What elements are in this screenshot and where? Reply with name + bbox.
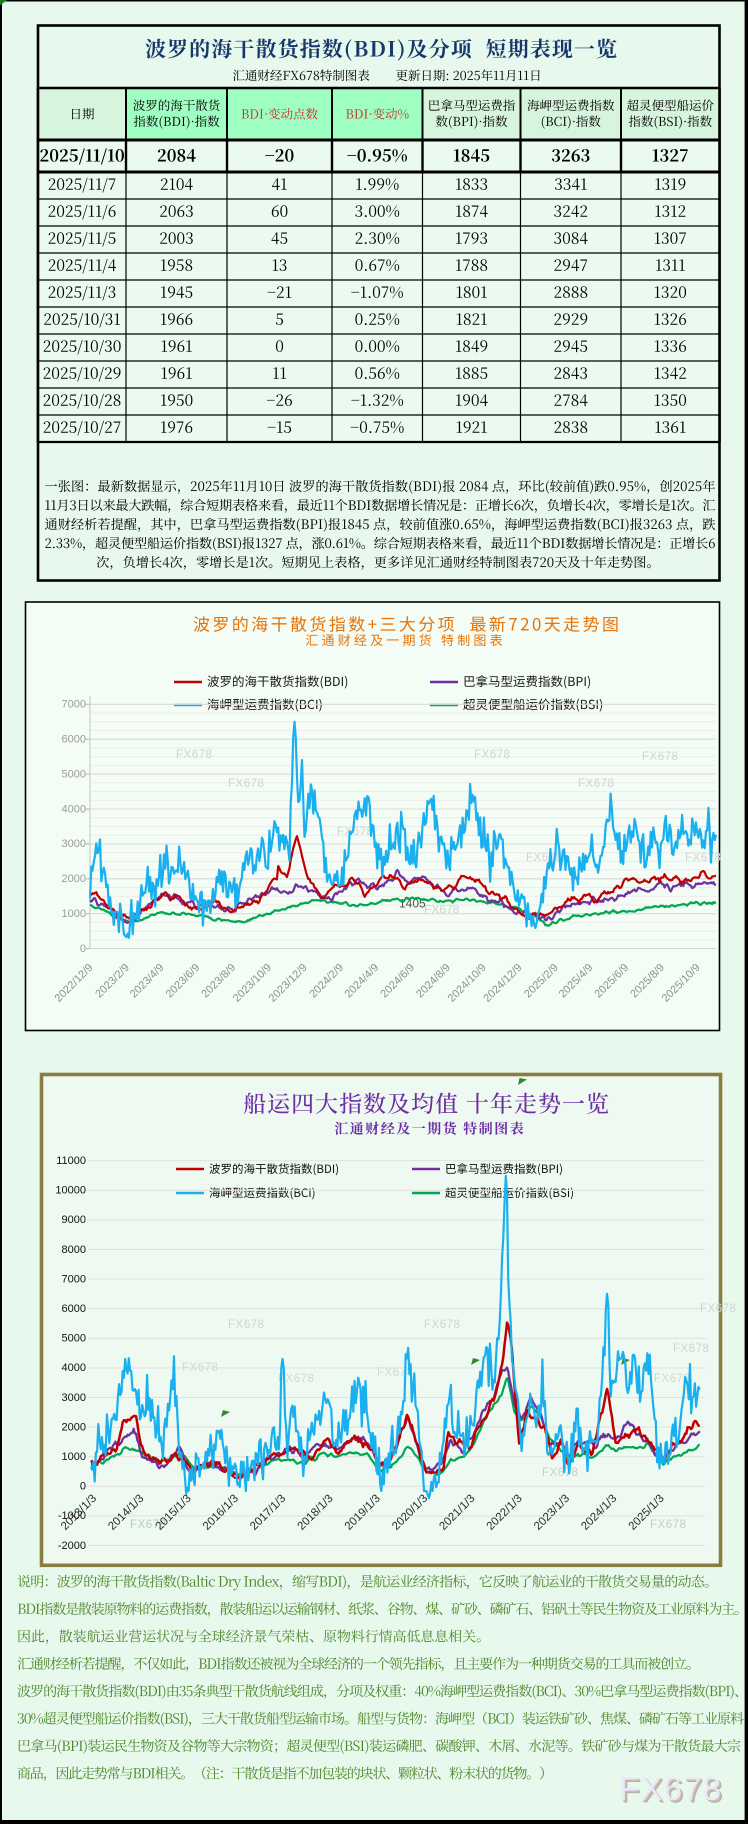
svg-text:FX678: FX678 xyxy=(278,1373,314,1385)
svg-text:FX678: FX678 xyxy=(474,749,510,761)
svg-text:6000: 6000 xyxy=(62,734,86,746)
svg-text:7000: 7000 xyxy=(62,699,86,711)
svg-text:1000: 1000 xyxy=(62,1451,86,1463)
svg-text:FX678: FX678 xyxy=(182,1362,218,1374)
svg-text:FX678: FX678 xyxy=(642,751,678,763)
svg-text:0: 0 xyxy=(80,943,86,955)
svg-text:4000: 4000 xyxy=(62,1362,86,1374)
svg-text:FX678: FX678 xyxy=(176,749,212,761)
svg-text:0: 0 xyxy=(80,1481,86,1493)
svg-text:FX678: FX678 xyxy=(228,1319,264,1331)
svg-text:9000: 9000 xyxy=(62,1214,86,1226)
svg-text:FX678: FX678 xyxy=(424,1319,460,1331)
svg-text:1000: 1000 xyxy=(62,908,86,920)
svg-text:5000: 5000 xyxy=(62,768,86,780)
svg-text:FX678: FX678 xyxy=(621,1772,724,1809)
svg-text:FX678: FX678 xyxy=(228,778,264,790)
svg-text:-1000: -1000 xyxy=(58,1510,86,1522)
svg-text:-2000: -2000 xyxy=(58,1540,86,1552)
svg-text:10000: 10000 xyxy=(55,1185,86,1197)
svg-text:FX678: FX678 xyxy=(619,1770,722,1807)
svg-text:3000: 3000 xyxy=(62,838,86,850)
svg-text:FX678: FX678 xyxy=(424,903,460,917)
svg-text:8000: 8000 xyxy=(62,1244,86,1256)
svg-text:4000: 4000 xyxy=(62,803,86,815)
svg-text:11000: 11000 xyxy=(56,1155,86,1167)
svg-text:FX678: FX678 xyxy=(337,826,373,838)
svg-text:2000: 2000 xyxy=(62,1421,86,1433)
svg-text:FX678: FX678 xyxy=(578,778,614,790)
svg-text:FX678: FX678 xyxy=(526,852,562,864)
svg-text:FX678: FX678 xyxy=(377,1367,413,1379)
svg-text:FX678: FX678 xyxy=(700,1303,736,1315)
svg-text:FX678: FX678 xyxy=(654,1373,690,1385)
svg-text:FX678: FX678 xyxy=(673,1343,709,1355)
svg-text:6000: 6000 xyxy=(62,1303,86,1315)
svg-text:7000: 7000 xyxy=(62,1273,86,1285)
svg-text:3000: 3000 xyxy=(62,1392,86,1404)
svg-text:FX678: FX678 xyxy=(685,852,721,864)
svg-text:FX678: FX678 xyxy=(622,1773,725,1810)
svg-text:FX678: FX678 xyxy=(542,1467,578,1479)
svg-text:FX678: FX678 xyxy=(130,1519,166,1531)
svg-text:2000: 2000 xyxy=(62,873,86,885)
svg-text:5000: 5000 xyxy=(62,1333,86,1345)
svg-text:FX678: FX678 xyxy=(650,1519,686,1531)
